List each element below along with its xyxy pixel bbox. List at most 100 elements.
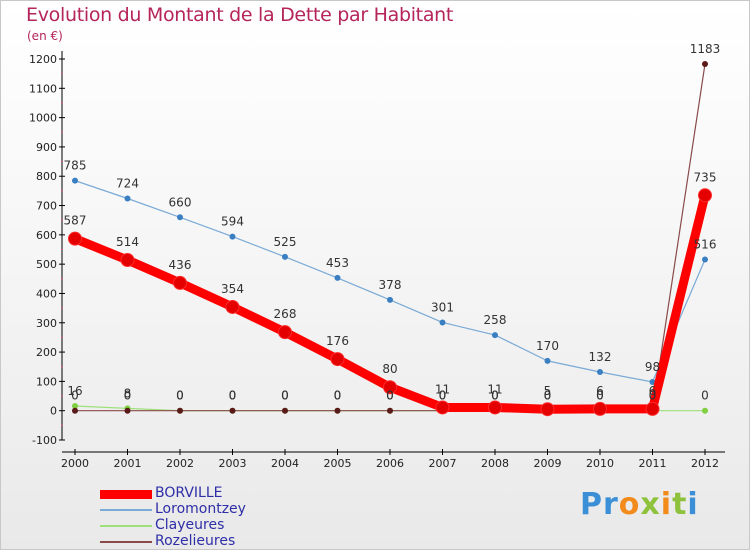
legend-item-rozelieures[interactable]: Rozelieures [100,533,300,550]
legend-swatch-loromontzey [100,509,152,511]
x-tick-label: 2003 [219,457,247,470]
legend-item-clayeures[interactable]: Clayeures [100,517,300,534]
point-borville [330,352,345,367]
data-label-rozelieures: 0 [596,389,604,403]
point-loromontzey [387,296,393,303]
point-loromontzey [649,378,656,385]
data-label-rozelieures: 0 [491,389,499,403]
data-label-clayeures: 0 [701,389,709,403]
y-tick-label: 100 [36,375,57,388]
logo-letter: i [660,487,673,522]
x-tick-label: 2007 [429,457,457,470]
point-borville [383,380,397,395]
chart-title: Evolution du Montant de la Dette par Hab… [26,4,454,26]
data-label-loromontzey: 516 [694,237,717,251]
y-tick-label: 400 [36,287,57,300]
x-tick-label: 2001 [114,457,142,470]
data-label-borville: 587 [64,214,87,228]
point-loromontzey [492,332,498,339]
data-label-clayeures: 8 [124,386,132,400]
data-label-borville: 6 [596,384,604,398]
x-tick-label: 2008 [481,457,509,470]
series-layer [68,60,712,417]
logo-letter: t [672,487,688,522]
point-rozelieures [282,407,288,414]
data-label-loromontzey: 453 [326,256,349,270]
point-borville [120,253,135,268]
axes: -100010020030040050060070080090010001100… [29,51,725,470]
x-tick-label: 2012 [691,457,719,470]
data-label-loromontzey: 132 [589,350,612,364]
point-loromontzey [544,357,551,364]
logo-letter: o [618,487,641,522]
y-tick-label: -100 [32,434,57,447]
x-tick-label: 2005 [324,457,352,470]
data-label-loromontzey: 301 [431,300,454,314]
point-borville [225,299,240,314]
legend-label-loromontzey: Loromontzey [155,501,246,517]
logo-letter: P [580,487,603,522]
data-label-clayeures: 0 [596,389,604,403]
data-label-clayeures: 0 [281,389,289,403]
proxiti-logo: Proxiti [580,487,699,522]
legend-label-rozelieures: Rozelieures [155,533,236,549]
legend-label-borville: BORVILLE [155,485,223,501]
y-tick-label: 300 [36,317,57,330]
data-label-loromontzey: 258 [484,313,507,327]
point-loromontzey [229,233,236,240]
point-loromontzey [177,214,183,221]
data-label-rozelieures: 0 [71,389,79,403]
point-rozelieures [177,407,183,414]
data-label-rozelieures: 0 [544,389,552,403]
data-label-loromontzey: 170 [536,339,559,353]
point-rozelieures [702,60,708,67]
data-label-loromontzey: 660 [169,195,192,209]
data-label-clayeures: 0 [439,389,447,403]
legend-label-clayeures: Clayeures [155,517,225,533]
y-tick-label: 600 [36,229,57,242]
point-rozelieures [72,407,78,414]
data-label-loromontzey: 724 [116,177,139,191]
data-label-borville: 11 [435,382,450,396]
point-loromontzey [72,177,78,184]
legend-item-loromontzey[interactable]: Loromontzey [100,501,300,518]
data-label-loromontzey: 378 [379,278,402,292]
point-borville [68,231,82,246]
data-label-loromontzey: 785 [64,159,87,173]
data-label-rozelieures: 0 [439,389,447,403]
data-label-rozelieures: 1183 [690,42,721,56]
point-loromontzey [334,274,341,281]
data-label-borville: 11 [487,382,502,396]
y-tick-label: 900 [36,141,57,154]
y-tick-label: 1100 [29,82,57,95]
data-label-rozelieures: 0 [281,389,289,403]
data-label-clayeures: 0 [544,389,552,403]
data-label-clayeures: 0 [491,389,499,403]
y-tick-label: 700 [36,200,57,213]
legend-swatch-borville [100,490,152,499]
data-label-borville: 80 [382,362,397,376]
data-label-rozelieures: 0 [229,389,237,403]
data-label-borville: 436 [169,258,192,272]
data-label-borville: 176 [326,334,349,348]
x-tick-label: 2011 [639,457,667,470]
chart-unit: (en €) [27,29,63,43]
data-label-clayeures: 16 [67,384,82,398]
y-tick-label: 200 [36,346,57,359]
x-tick-label: 2002 [166,457,194,470]
data-label-borville: 268 [274,307,297,321]
legend-item-borville[interactable]: BORVILLE [100,485,300,502]
data-label-clayeures: 0 [386,389,394,403]
y-tick-label: 500 [36,258,57,271]
legend: BORVILLE Loromontzey Clayeures Rozelieur… [100,485,300,550]
data-label-borville: 354 [221,282,244,296]
legend-swatch-clayeures [100,525,152,527]
point-borville [645,401,660,416]
data-label-rozelieures: 0 [649,389,657,403]
data-label-loromontzey: 98 [645,360,660,374]
x-tick-label: 2004 [271,457,299,470]
data-label-borville: 5 [544,384,552,398]
point-loromontzey [597,369,603,376]
